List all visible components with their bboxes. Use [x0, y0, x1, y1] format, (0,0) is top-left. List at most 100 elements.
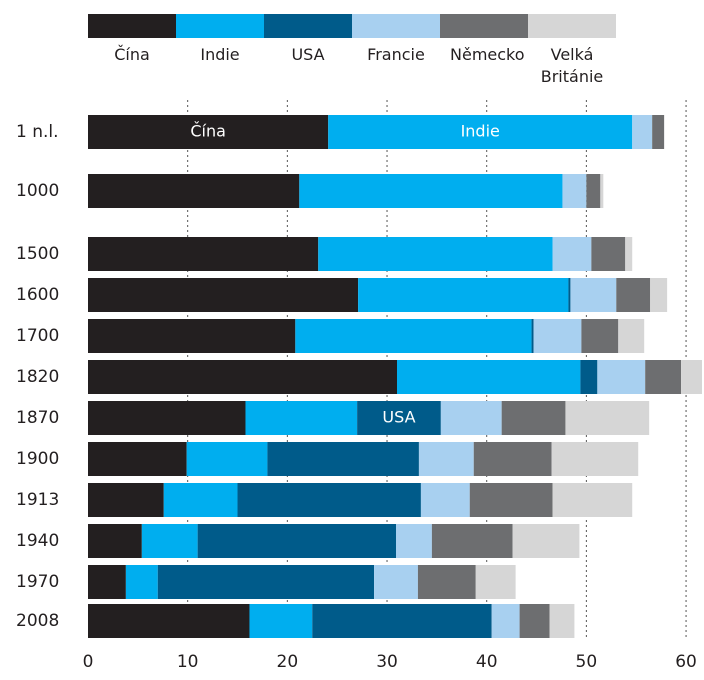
bar-segment	[418, 442, 474, 476]
bar-segment	[328, 115, 633, 149]
bar-segment	[600, 174, 604, 208]
legend-swatch	[528, 14, 616, 38]
legend-item: Indie	[176, 14, 264, 88]
y-tick-label: 1913	[16, 490, 59, 510]
legend-label: Velká Británie	[540, 45, 604, 86]
bar-segment	[88, 360, 397, 394]
bar-segment	[501, 401, 566, 435]
bar-segment	[512, 524, 580, 558]
bar-segment	[491, 604, 520, 638]
x-tick-label: 0	[83, 652, 94, 672]
bar-segment	[549, 604, 575, 638]
legend-swatch	[176, 14, 264, 38]
bar-segment	[625, 237, 633, 271]
bar-segment	[299, 174, 563, 208]
bar-segment	[580, 360, 598, 394]
y-tick-label: 1000	[16, 181, 59, 201]
bar-segment	[141, 524, 198, 558]
y-tick-label: 1900	[16, 449, 59, 469]
legend-label: Francie	[367, 45, 425, 64]
bar-segment	[519, 604, 550, 638]
legend-swatch	[264, 14, 352, 38]
y-tick-label: 1700	[16, 326, 59, 346]
x-tick-label: 40	[476, 652, 498, 672]
bar-segment	[551, 442, 639, 476]
y-tick-label: 1870	[16, 408, 59, 428]
bar-segment	[440, 401, 502, 435]
bar-segment	[358, 278, 569, 312]
bar-segment	[312, 604, 492, 638]
bar-segment	[616, 278, 651, 312]
bar-segment	[374, 565, 418, 599]
bar-segment	[88, 604, 250, 638]
legend: Čína Indie USA Francie Německo Velká Británie	[88, 14, 616, 88]
bar-segment	[469, 483, 553, 517]
bar-segment	[245, 401, 358, 435]
bar-segment	[562, 174, 587, 208]
bar-segment	[632, 115, 653, 149]
bar-segment	[650, 278, 668, 312]
bar-segment	[88, 483, 164, 517]
bar-segment	[318, 237, 553, 271]
bar-segment	[475, 565, 516, 599]
bar-segment	[533, 319, 582, 353]
x-tick-label: 30	[376, 652, 398, 672]
legend-label: Čína	[114, 45, 150, 64]
bar-segment	[552, 483, 633, 517]
bar-segment	[568, 278, 571, 312]
bar-segment	[249, 604, 313, 638]
bar-segment	[420, 483, 470, 517]
legend-item: Německo	[440, 14, 528, 88]
bar-segment	[591, 237, 626, 271]
bar-annotation: Indie	[461, 122, 500, 141]
bar-segment	[88, 565, 126, 599]
legend-item: Velká Británie	[528, 14, 616, 88]
y-tick-label: 2008	[16, 611, 59, 631]
y-tick-label: 1600	[16, 285, 59, 305]
bar-segment	[565, 401, 650, 435]
bar-segment	[396, 524, 432, 558]
y-tick-label: 1970	[16, 572, 59, 592]
bar-segment	[645, 360, 682, 394]
y-tick-label: 1 n.l.	[16, 122, 59, 142]
bar-segment	[473, 442, 552, 476]
bar-segment	[237, 483, 421, 517]
bar-segment	[88, 401, 246, 435]
x-tick-label: 10	[177, 652, 199, 672]
x-tick-label: 50	[576, 652, 598, 672]
legend-swatch	[88, 14, 176, 38]
legend-label: Německo	[450, 45, 525, 64]
bar-segment	[618, 319, 645, 353]
bar-segment	[163, 483, 238, 517]
bar-segment	[125, 565, 158, 599]
bar-segment	[431, 524, 513, 558]
bar-segment	[88, 319, 296, 353]
bar-segment	[586, 174, 601, 208]
legend-swatch	[352, 14, 440, 38]
legend-item: Francie	[352, 14, 440, 88]
bar-annotation: USA	[382, 408, 415, 427]
y-tick-label: 1820	[16, 367, 59, 387]
bar-segment	[88, 174, 300, 208]
bar-segment	[88, 524, 142, 558]
bar-segment	[295, 319, 532, 353]
bar-segment	[267, 442, 419, 476]
bar-segment	[197, 524, 396, 558]
bar-segment	[681, 360, 703, 394]
bar-segment	[597, 360, 646, 394]
x-tick-label: 20	[277, 652, 299, 672]
legend-item: USA	[264, 14, 352, 88]
bar-segment	[88, 237, 319, 271]
bar-segment	[581, 319, 619, 353]
y-tick-label: 1500	[16, 244, 59, 264]
bar-annotation: Čína	[190, 122, 226, 141]
bar-segment	[531, 319, 534, 353]
bar-segment	[88, 278, 359, 312]
bar-segment	[417, 565, 476, 599]
bar-segment	[570, 278, 617, 312]
bar-segment	[396, 360, 581, 394]
bar-segment	[88, 442, 187, 476]
legend-label: Indie	[200, 45, 240, 64]
